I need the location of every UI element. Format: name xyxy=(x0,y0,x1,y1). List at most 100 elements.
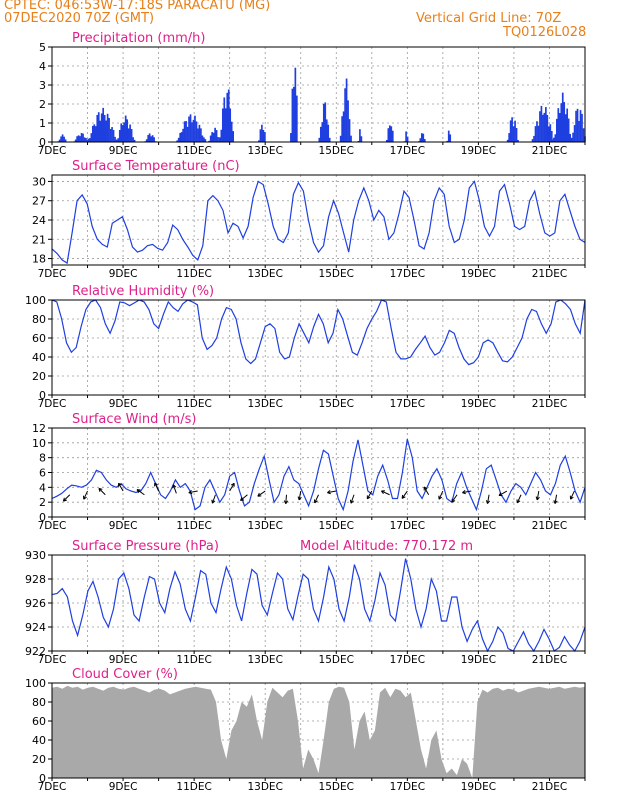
precip-bar xyxy=(291,88,294,142)
precip-bar xyxy=(82,133,84,142)
precip-bar xyxy=(319,126,322,142)
wind-arrow-head xyxy=(451,500,456,503)
wind-arrow xyxy=(570,490,575,500)
precip-bar xyxy=(550,130,553,142)
panel-pres xyxy=(48,554,586,654)
precip-bar xyxy=(87,138,90,142)
wind-arrow-head xyxy=(188,492,193,495)
precip-bar xyxy=(572,132,574,142)
precip-bar xyxy=(547,126,550,142)
y-tick-label: 12 xyxy=(32,422,46,435)
precip-bar xyxy=(515,128,518,142)
precip-bar xyxy=(582,128,585,142)
panel-title-pres: Surface Pressure (hPa) xyxy=(72,539,219,554)
precip-bar xyxy=(185,121,187,142)
precip-bar xyxy=(348,119,351,142)
x-tick-label: 9DEC xyxy=(109,781,138,793)
panel-cloud xyxy=(48,682,586,781)
precip-bar xyxy=(180,132,183,142)
x-tick-label: 17DEC xyxy=(390,398,425,410)
precip-bar xyxy=(322,103,325,142)
y-tick-label: 40 xyxy=(32,351,46,364)
precip-bar xyxy=(230,121,233,142)
precip-bar xyxy=(350,135,352,142)
wind-arrow-head xyxy=(516,500,521,504)
y-tick-label: 30 xyxy=(32,175,46,188)
precip-bar xyxy=(262,129,265,142)
wind-arrow-head xyxy=(298,496,302,501)
wind-arrow xyxy=(462,490,472,494)
precip-bar xyxy=(105,120,107,142)
precip-bar xyxy=(90,133,93,142)
x-tick-label: 17DEC xyxy=(390,520,425,532)
precip-bar xyxy=(203,137,205,142)
precip-bar xyxy=(112,130,115,142)
precip-bar xyxy=(558,113,561,142)
precip-bar xyxy=(576,108,579,142)
precip-bar xyxy=(191,122,193,142)
wind-arrow xyxy=(154,482,160,492)
wind-arrow-head xyxy=(98,488,101,492)
precip-bar xyxy=(211,132,213,142)
precip-bar xyxy=(121,125,124,142)
panel-wind xyxy=(48,427,586,520)
precip-bar xyxy=(183,121,186,142)
precip-bar xyxy=(514,120,516,142)
x-tick-label: 21DEC xyxy=(532,398,567,410)
y-tick-label: 0 xyxy=(39,389,46,402)
precip-bar xyxy=(204,139,207,142)
precip-bar xyxy=(94,126,97,142)
wind-arrow-head xyxy=(350,500,354,504)
x-tick-label: 9DEC xyxy=(109,520,138,532)
panel-title-cloud: Cloud Cover (%) xyxy=(72,667,178,682)
x-tick-label: 15DEC xyxy=(319,145,354,157)
panel-rh xyxy=(48,299,586,398)
x-tick-label: 17DEC xyxy=(390,654,425,666)
precip-bar xyxy=(446,140,449,142)
precip-bar xyxy=(145,139,148,142)
y-tick-label: 6 xyxy=(39,467,46,480)
wind-arrow xyxy=(438,490,444,500)
precip-bar xyxy=(96,114,99,142)
wind-arrow xyxy=(487,494,490,504)
precip-bar xyxy=(114,136,116,142)
precip-bar xyxy=(133,139,136,142)
x-tick-label: 13DEC xyxy=(247,654,282,666)
x-tick-label: 17DEC xyxy=(390,781,425,793)
precip-bar xyxy=(111,127,113,142)
precip-bar xyxy=(555,118,558,142)
precip-bar xyxy=(575,110,577,142)
wind-arrow xyxy=(83,490,88,500)
precip-bar xyxy=(549,124,552,142)
y-tick-label: 922 xyxy=(25,645,46,658)
panel-frame xyxy=(51,682,586,779)
precip-bar xyxy=(531,139,534,142)
y-tick-label: 10 xyxy=(32,437,46,450)
wind-arrow xyxy=(298,490,302,500)
precip-bar xyxy=(561,92,564,142)
precip-bar xyxy=(214,127,216,142)
series-line-wind xyxy=(51,438,586,512)
precip-bar xyxy=(579,110,582,142)
precip-bar xyxy=(387,128,390,142)
precip-bar xyxy=(258,140,260,142)
x-tick-label: 21DEC xyxy=(532,268,567,280)
precip-bar xyxy=(567,118,570,142)
precip-bar xyxy=(449,134,452,142)
wind-arrow-head xyxy=(401,496,406,499)
cloud-area xyxy=(52,685,585,778)
x-tick-label: 9DEC xyxy=(109,268,138,280)
y-tick-label: 40 xyxy=(32,734,46,747)
precip-bar xyxy=(293,86,295,142)
x-tick-label: 15DEC xyxy=(319,520,354,532)
precip-bar xyxy=(405,131,407,142)
precip-bar xyxy=(578,120,580,142)
y-tick-label: 8 xyxy=(39,452,46,465)
panel-title-temp: Surface Temperature (nC) xyxy=(72,159,240,174)
precip-bar xyxy=(534,126,537,142)
x-tick-label: 13DEC xyxy=(247,268,282,280)
wind-arrow xyxy=(516,494,522,504)
precip-bar xyxy=(509,120,512,142)
precip-bar xyxy=(215,130,218,142)
precip-bar xyxy=(80,132,83,142)
